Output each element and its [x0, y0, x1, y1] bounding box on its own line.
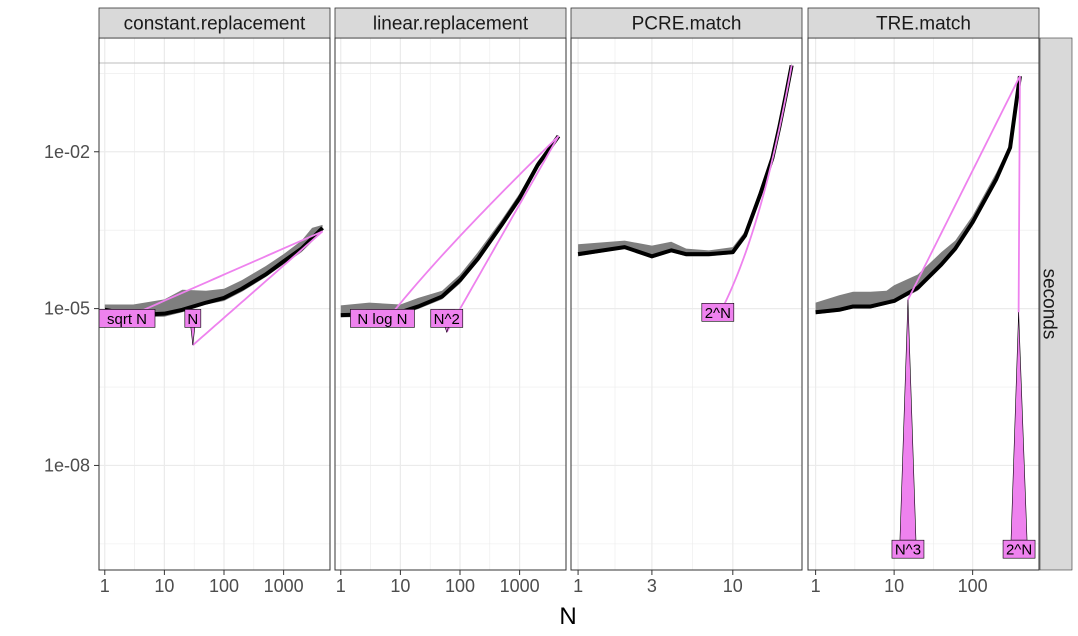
x-tick-label: 1 — [573, 576, 583, 596]
reference-label-box — [701, 302, 735, 322]
reference-label: sqrt N — [107, 311, 147, 328]
reference-line — [907, 75, 1021, 301]
y-strip-label: seconds — [1039, 269, 1060, 340]
y-tick-label: 1e-08 — [44, 455, 90, 475]
reference-line — [445, 135, 560, 333]
x-tick-label: 1 — [100, 576, 110, 596]
x-tick-label: 1 — [336, 576, 346, 596]
reference-label-box — [184, 309, 202, 328]
x-axis-title: N — [559, 603, 576, 630]
y-axis: 1e-08 1e-05 1e-02 — [44, 142, 99, 475]
strip-label: TRE.match — [876, 14, 971, 35]
data-layer — [104, 224, 324, 346]
reference-label: 2^N — [1006, 542, 1032, 559]
panel-background — [571, 38, 802, 570]
median-line — [815, 75, 1022, 315]
strip-background — [807, 7, 1040, 39]
x-tick-label: 10 — [884, 576, 904, 596]
strip-background — [98, 7, 331, 39]
x-tick-label: 1 — [811, 576, 821, 596]
facet-TRE.match: N^3 2^N TRE.match 1 10 100 — [807, 7, 1040, 596]
reference-label-box — [891, 539, 925, 559]
strip-background — [334, 7, 567, 39]
reference-line — [1017, 76, 1021, 313]
reference-label: N log N — [357, 311, 407, 328]
x-tick-label: 100 — [209, 576, 239, 596]
reference-label-box — [1002, 539, 1036, 559]
reference-label: 2^N — [705, 305, 731, 322]
strip-background — [570, 7, 803, 39]
median-line — [104, 226, 324, 318]
reference-line — [381, 135, 560, 327]
x-tick-label: 1000 — [264, 576, 304, 596]
facet-PCRE.match: 2^N PCRE.match 1 3 10 — [570, 7, 803, 596]
gridlines — [335, 38, 566, 570]
y-strip: seconds — [1039, 37, 1073, 571]
y-strip-background — [1039, 37, 1073, 571]
panel-background — [99, 38, 330, 570]
x-tick-label: 3 — [647, 576, 657, 596]
strip-label: linear.replacement — [373, 14, 529, 35]
x-tick-label: 10 — [390, 576, 410, 596]
reference-label-box — [430, 309, 464, 328]
x-tick-label: 10 — [154, 576, 174, 596]
reference-line — [192, 230, 324, 346]
strip-label: constant.replacement — [124, 14, 306, 35]
y-tick-label: 1e-05 — [44, 299, 90, 319]
reference-line — [717, 65, 793, 318]
x-tick-label: 100 — [958, 576, 988, 596]
reference-label: N^3 — [895, 542, 921, 559]
x-tick-label: 10 — [723, 576, 743, 596]
reference-label: N — [187, 311, 198, 328]
strip-label: PCRE.match — [632, 14, 742, 35]
x-tick-label: 1000 — [500, 576, 540, 596]
facet-linear.replacement: N log N N^2 linear.replacement 1 10 100 1000 — [334, 7, 567, 596]
x-tick-label: 100 — [445, 576, 475, 596]
reference-label: N^2 — [434, 311, 460, 328]
y-tick-label: 1e-02 — [44, 142, 90, 162]
reference-label-box — [350, 309, 415, 328]
